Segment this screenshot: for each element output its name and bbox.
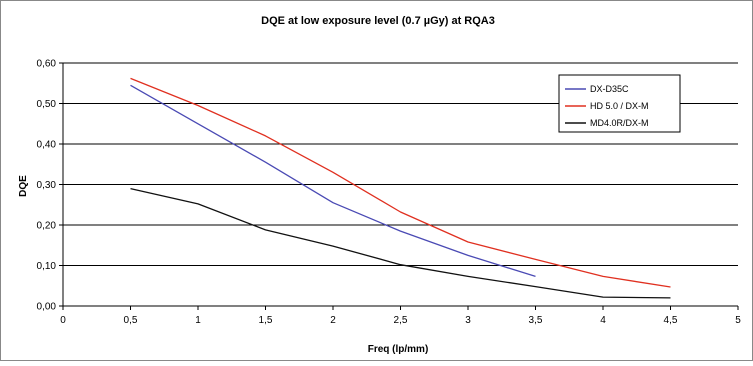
- y-tick-label: 0,10: [37, 261, 57, 272]
- legend-label: HD 5.0 / DX-M: [590, 101, 649, 111]
- legend: DX-D35C HD 5.0 / DX-M MD4.0R/DX-M: [558, 74, 681, 133]
- series-line-2: [130, 77, 671, 288]
- x-tick-label: 2: [330, 315, 336, 326]
- y-tick-label: 0,40: [37, 140, 57, 151]
- axes: 0,00 0,10 0,20 0,30 0,40 0,50 0,60 0 0,5 1 1,5 2 2,5…: [37, 59, 742, 327]
- x-tick-label: 1,5: [259, 315, 273, 326]
- y-tick-label: 0,60: [37, 59, 57, 70]
- y-tick-label: 0,50: [37, 99, 57, 110]
- x-tick-label: 5: [735, 315, 741, 326]
- grid-lines: [63, 62, 738, 266]
- y-axis-title: DQE: [18, 175, 29, 197]
- legend-label: MD4.0R/DX-M: [590, 118, 649, 128]
- x-tick-label: 0,5: [124, 315, 138, 326]
- series-lines: [130, 77, 671, 299]
- x-tick-label: 0: [60, 315, 66, 326]
- series-line-3: [130, 187, 671, 299]
- x-tick-label: 4,5: [664, 315, 678, 326]
- x-tick-label: 1: [195, 315, 201, 326]
- chart-title: DQE at low exposure level (0.7 µGy) at R…: [261, 15, 495, 27]
- series-line-1: [130, 84, 536, 278]
- legend-label: DX-D35C: [590, 84, 629, 94]
- x-tick-label: 4: [600, 315, 606, 326]
- y-tick-label: 0,20: [37, 221, 57, 232]
- x-tick-label: 3,5: [529, 315, 543, 326]
- x-tick-label: 3: [465, 315, 471, 326]
- x-tick-label: 2,5: [394, 315, 408, 326]
- y-tick-label: 0,30: [37, 180, 57, 191]
- y-tick-label: 0,00: [37, 302, 57, 313]
- x-axis-title: Freq (lp/mm): [368, 344, 429, 355]
